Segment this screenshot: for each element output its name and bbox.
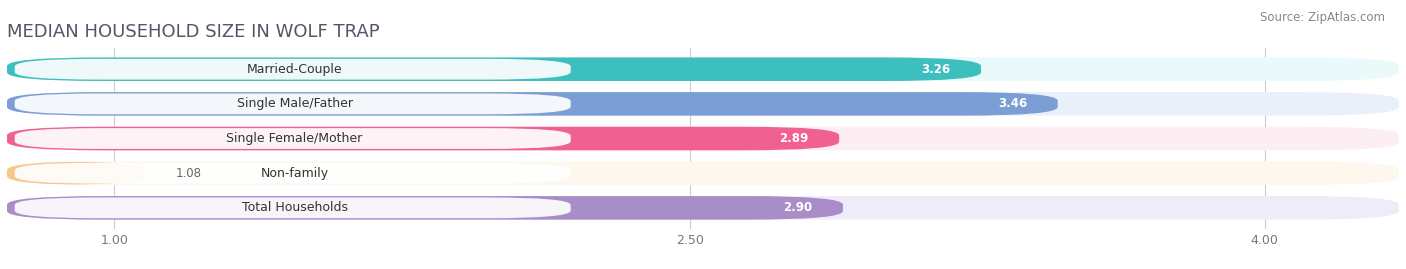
- FancyBboxPatch shape: [7, 92, 1057, 116]
- FancyBboxPatch shape: [7, 92, 1399, 116]
- FancyBboxPatch shape: [7, 57, 981, 81]
- Text: Single Female/Mother: Single Female/Mother: [226, 132, 363, 145]
- FancyBboxPatch shape: [14, 94, 571, 114]
- Text: 1.08: 1.08: [176, 167, 201, 180]
- FancyBboxPatch shape: [7, 196, 1399, 220]
- FancyBboxPatch shape: [7, 161, 1399, 185]
- Text: Total Households: Total Households: [242, 201, 347, 214]
- Text: 3.26: 3.26: [921, 63, 950, 76]
- FancyBboxPatch shape: [7, 57, 1399, 81]
- Text: 2.89: 2.89: [779, 132, 808, 145]
- Text: Source: ZipAtlas.com: Source: ZipAtlas.com: [1260, 11, 1385, 24]
- Text: Married-Couple: Married-Couple: [247, 63, 343, 76]
- FancyBboxPatch shape: [7, 161, 145, 185]
- FancyBboxPatch shape: [7, 196, 844, 220]
- Text: 3.46: 3.46: [998, 97, 1026, 110]
- Text: 2.90: 2.90: [783, 201, 813, 214]
- FancyBboxPatch shape: [14, 197, 571, 218]
- FancyBboxPatch shape: [7, 127, 839, 150]
- FancyBboxPatch shape: [14, 163, 571, 183]
- Text: Non-family: Non-family: [260, 167, 329, 180]
- FancyBboxPatch shape: [14, 128, 571, 149]
- Text: MEDIAN HOUSEHOLD SIZE IN WOLF TRAP: MEDIAN HOUSEHOLD SIZE IN WOLF TRAP: [7, 23, 380, 41]
- Text: Single Male/Father: Single Male/Father: [236, 97, 353, 110]
- FancyBboxPatch shape: [14, 59, 571, 80]
- FancyBboxPatch shape: [7, 127, 1399, 150]
